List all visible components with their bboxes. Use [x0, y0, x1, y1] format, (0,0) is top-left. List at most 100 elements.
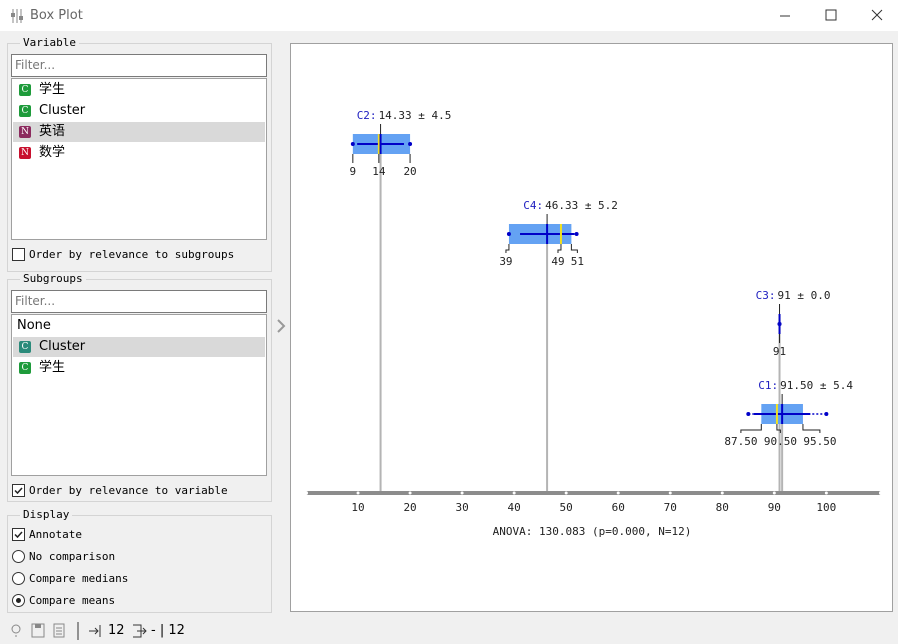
group-stat: 91 ± 0.0 — [778, 289, 831, 302]
type-badge: C — [19, 84, 31, 96]
axis-end — [879, 491, 883, 495]
radio-label: No comparison — [29, 550, 116, 563]
item-name: 数学 — [39, 145, 66, 160]
group-stat: 46.33 ± 5.2 — [545, 199, 618, 212]
radio-label: Compare medians — [29, 572, 129, 585]
quantile-label: 49 — [551, 255, 564, 268]
app-icon — [11, 9, 23, 23]
quantile-label: 14 — [372, 165, 386, 178]
type-badge: C — [19, 105, 31, 117]
item-name: 学生 — [39, 360, 66, 375]
window-controls[interactable] — [770, 0, 898, 31]
x-tick — [668, 491, 672, 495]
output-icon — [133, 624, 147, 638]
group-name: C2: — [357, 109, 377, 122]
whisker-end — [350, 142, 355, 146]
quantile-label: 87.50 — [724, 435, 757, 448]
output-count: - | 12 — [151, 623, 185, 638]
collapse-arrow[interactable] — [275, 318, 287, 334]
quantile-label: 90.50 — [764, 435, 797, 448]
chart: 10 20 30 40 50 60 70 80 90 100 ANOVA: 130.083 (p=0… — [304, 109, 883, 538]
checkbox-label: Annotate — [29, 528, 82, 541]
x-tick — [772, 491, 776, 495]
axis-end — [304, 491, 308, 495]
label-connector — [557, 244, 562, 253]
status-icons[interactable] — [8, 622, 88, 640]
whisker-end — [408, 142, 413, 146]
quantile-label: 91 — [773, 345, 786, 358]
variable-box: Variable — [7, 36, 272, 272]
label-connector — [570, 244, 578, 253]
list-item[interactable]: C Cluster — [13, 337, 265, 357]
group-name: C4: — [523, 199, 543, 212]
group-stat: 91.50 ± 5.4 — [780, 379, 853, 392]
checkbox-label: Order by relevance to subgroups — [29, 248, 235, 261]
x-tick-label: 90 — [768, 501, 781, 514]
subgroups-box: Subgroups — [7, 272, 272, 502]
group-title: Variable — [20, 36, 79, 49]
variable-list[interactable]: C 学生 C Cluster N 英语 N 数学 — [11, 78, 267, 240]
x-tick — [824, 491, 828, 495]
x-tick-label: 60 — [612, 501, 625, 514]
filter-input[interactable]: Filter... — [11, 54, 267, 77]
maximize[interactable] — [825, 9, 837, 21]
list-item[interactable]: N 数学 — [13, 143, 265, 163]
x-tick-label: 80 — [716, 501, 729, 514]
radio-label: Compare means — [29, 594, 116, 607]
x-tick-label: 100 — [816, 501, 836, 514]
item-name: Cluster — [39, 339, 86, 354]
whisker-end — [746, 412, 751, 416]
x-tick-label: 30 — [455, 501, 468, 514]
quantile-label: 51 — [571, 255, 584, 268]
x-tick — [564, 491, 568, 495]
group-name: C3: — [756, 289, 776, 302]
status-bar: 12 - | 12 — [0, 618, 898, 644]
checkbox-label: Order by relevance to variable — [29, 484, 228, 497]
type-badge: N — [19, 126, 31, 138]
x-tick-label: 40 — [508, 501, 521, 514]
quantile-label: 39 — [499, 255, 512, 268]
title-bar: Box Plot — [0, 0, 898, 31]
list-item[interactable]: None — [13, 316, 265, 336]
x-tick — [616, 491, 620, 495]
label-connector — [776, 424, 781, 433]
whisker-end — [506, 232, 511, 236]
x-tick-label: 70 — [664, 501, 677, 514]
type-badge: C — [19, 362, 31, 374]
subgroup-list[interactable]: None C Cluster C 学生 — [11, 314, 267, 476]
item-name: None — [17, 318, 51, 333]
x-tick-label: 10 — [351, 501, 364, 514]
label-connector — [802, 424, 821, 433]
quantile-label: 95.50 — [803, 435, 836, 448]
list-item[interactable]: C 学生 — [13, 358, 265, 378]
x-tick — [460, 491, 464, 495]
x-tick — [356, 491, 360, 495]
item-name: 英语 — [39, 124, 66, 139]
input-icon — [89, 625, 101, 637]
list-item[interactable]: C Cluster — [13, 101, 265, 121]
whisker-end — [574, 232, 579, 236]
stat-footer: ANOVA: 130.083 (p=0.000, N=12) — [493, 525, 692, 538]
x-tick — [512, 491, 516, 495]
list-item[interactable]: C 学生 — [13, 80, 265, 100]
group-stat: 14.33 ± 4.5 — [379, 109, 452, 122]
x-tick — [720, 491, 724, 495]
filter-input[interactable]: Filter... — [11, 290, 267, 313]
label-connector — [505, 244, 510, 253]
list-item[interactable]: N 英语 — [13, 122, 265, 142]
close[interactable] — [871, 9, 883, 21]
display-box: Display — [7, 508, 272, 613]
type-badge: N — [19, 147, 31, 159]
x-tick-label: 50 — [560, 501, 573, 514]
input-count: 12 — [108, 623, 125, 638]
window-title: Box Plot — [30, 8, 83, 23]
type-badge: C — [19, 341, 31, 353]
group-title: Display — [20, 508, 73, 521]
item-name: 学生 — [39, 82, 66, 97]
item-name: Cluster — [39, 103, 86, 118]
x-tick — [408, 491, 412, 495]
x-tick-label: 20 — [403, 501, 416, 514]
group-name: C1: — [758, 379, 778, 392]
quantile-label: 20 — [403, 165, 416, 178]
